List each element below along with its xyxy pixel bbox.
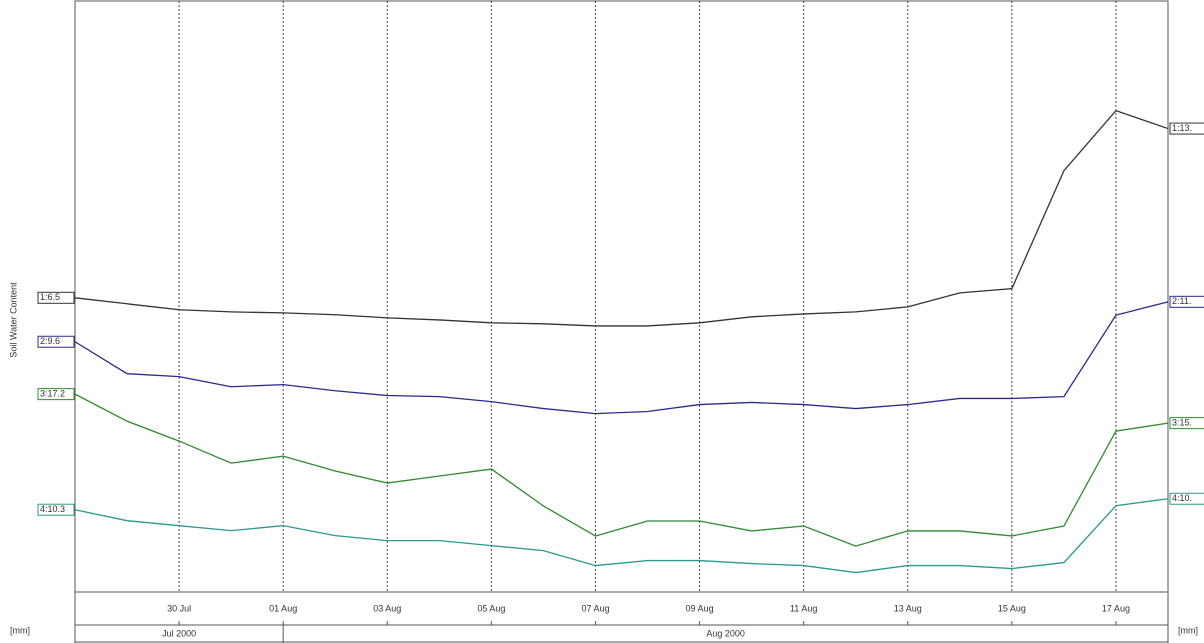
x-tick-label: 30 Jul (167, 603, 191, 613)
y-axis-label: Soil Water Content (8, 282, 18, 358)
series-line (74, 393, 1169, 547)
series-line (74, 109, 1169, 327)
end-label: 2:11. (1172, 296, 1191, 306)
start-label-box (37, 388, 75, 401)
start-label: 4:10.3 (40, 504, 65, 514)
end-label: 1:13. (1172, 123, 1192, 133)
x-tick-label: 11 Aug (790, 603, 817, 613)
start-label-box (37, 503, 75, 516)
start-label: 1:6.5 (40, 292, 60, 302)
series-line (74, 498, 1169, 574)
end-label-box (1169, 122, 1204, 135)
series-line (74, 301, 1169, 415)
x-tick-label: 01 Aug (269, 603, 297, 613)
start-label-box (37, 291, 75, 304)
x-tick-label: 17 Aug (1102, 603, 1130, 613)
end-label: 3:15. (1172, 418, 1192, 428)
month-label: Aug 2000 (706, 628, 745, 638)
x-tick-label: 07 Aug (581, 603, 609, 613)
plot-frame (74, 0, 1169, 593)
month-label: Jul 2000 (162, 628, 196, 638)
end-label-box (1169, 492, 1204, 505)
start-label: 3:17.2 (40, 388, 65, 398)
end-label-box (1169, 417, 1204, 430)
x-tick-label: 05 Aug (477, 603, 505, 613)
unit-right: [mm] (1178, 625, 1198, 635)
unit-left: [mm] (10, 625, 30, 635)
x-tick-label: 03 Aug (373, 603, 401, 613)
end-label: 4:10. (1172, 493, 1192, 503)
start-label: 2:9.6 (40, 336, 60, 346)
end-label-box (1169, 295, 1204, 308)
x-tick-label: 13 Aug (894, 603, 922, 613)
x-tick-label: 09 Aug (686, 603, 714, 613)
x-tick-label: 15 Aug (998, 603, 1026, 613)
start-label-box (37, 335, 75, 348)
